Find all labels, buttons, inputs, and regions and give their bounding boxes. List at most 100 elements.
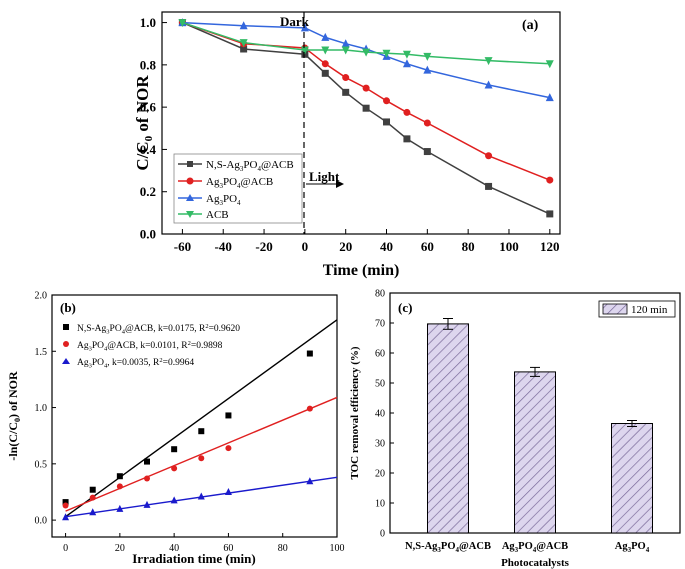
legend-swatch-120min (602, 303, 628, 315)
series-3-point (484, 57, 493, 66)
series-1-point (485, 152, 493, 160)
scatter-1-point (62, 502, 69, 509)
scatter-0-point (144, 458, 150, 465)
panel-c-ytick-label: 80 (375, 289, 385, 300)
panel-a-ytick-label: 0.4 (140, 142, 157, 157)
panel-a-xlabel: Time (min) (323, 262, 400, 279)
series-1-point (342, 74, 350, 82)
panel-b-ytick-label: 0.5 (35, 459, 48, 470)
panel-a-xtick-label: 120 (540, 239, 560, 254)
panel-a-ytick-label: 0.0 (140, 227, 156, 242)
scatter-1-point (225, 445, 232, 452)
toc-bar (427, 323, 469, 534)
series-3-point (362, 48, 371, 57)
legend-label-acb: ACB (206, 209, 229, 221)
panel-a-xtick-label: 60 (421, 239, 434, 254)
panel-a-ytick-label: 0.2 (140, 184, 156, 199)
series-1-point (321, 60, 329, 68)
panel-c-ytick-label: 40 (375, 409, 385, 420)
legend-label-nsag: N,S-Ag3PO4@ACB (206, 159, 294, 173)
series-3-point (178, 19, 187, 28)
series-3-point (382, 49, 391, 58)
panel-a-label: (a) (522, 18, 539, 33)
series-3-point (321, 46, 330, 55)
series-0-point (240, 45, 248, 53)
panel-b-legend: N,S-Ag3PO4@ACB, k=0.0175, R2=0.9620 Ag3P… (62, 323, 240, 370)
scatter-0-point (225, 412, 232, 419)
scatter-0-point (306, 350, 313, 357)
series-0-point (383, 118, 391, 126)
series-1-point (383, 97, 391, 105)
panel-a-ytick-label: 0.6 (140, 100, 157, 115)
series-0-point (342, 88, 350, 96)
series-1-point (423, 119, 431, 127)
panel-c-ytick-label: 10 (375, 499, 385, 510)
panel-a-ytick-label: 1.0 (140, 15, 156, 30)
legend-marker-nsag (187, 161, 193, 167)
legend-label-ag: Ag3PO4 (206, 193, 241, 207)
series-3-point (402, 50, 411, 59)
scatter-2-point (306, 477, 314, 485)
bar-category-nsag: N,S-Ag3PO4@ACB (405, 541, 491, 554)
scatter-0-point (198, 428, 205, 435)
panel-b-label: (b) (60, 300, 76, 315)
legend-marker-acb (186, 211, 194, 218)
scatter-0-point (171, 446, 178, 453)
series-0-point (403, 135, 411, 143)
series-2-point (545, 93, 554, 102)
panel-a-xtick-label: 100 (499, 239, 519, 254)
scatter-2-point (89, 508, 97, 516)
panel-b-frame (51, 294, 338, 538)
panel-b-ytick-label: 1.0 (35, 403, 48, 414)
series-2-point (484, 80, 493, 89)
panel-a-xtick-label: 20 (339, 239, 352, 254)
scatter-2-point (116, 504, 124, 512)
series-0-point (546, 210, 554, 218)
panel-a-xtick-label: -40 (215, 239, 232, 254)
panel-c-plot (427, 318, 653, 534)
series-3-point (300, 46, 309, 55)
series-3-point (239, 39, 248, 48)
legend-marker-b-ag (62, 358, 70, 364)
panel-c-xlabel: Photocatalysts (501, 557, 570, 569)
series-2-point (300, 23, 309, 32)
scatter-0-point (116, 473, 123, 480)
scatter-1-point (171, 465, 178, 472)
panel-a-xtick-label: -20 (255, 239, 272, 254)
panel-c-legend: 120 min (598, 300, 676, 318)
legend-label-b-ag: Ag3PO4, k=0.0035, R2=0.9964 (77, 357, 194, 370)
legend-marker-agacb (186, 177, 194, 185)
panel-b: 0 20 40 60 80 100 0.0 0.5 1.0 1.5 2.0 (b) Irradiat… (6, 291, 345, 567)
scatter-2-point (224, 487, 232, 495)
panel-b-xtick-label: 60 (223, 543, 233, 554)
scatter-1-point (144, 475, 150, 482)
series-0-point (321, 69, 329, 77)
scatter-1-point (89, 494, 96, 501)
fit-line-0 (65, 319, 338, 518)
series-3-point (545, 60, 554, 69)
series-0-point (423, 148, 431, 156)
panel-b-ticks: 0 20 40 60 80 100 0.0 0.5 1.0 1.5 2.0 (35, 291, 345, 555)
panel-c-ytick-label: 50 (375, 379, 385, 390)
legend-label-b-agacb: Ag3PO4@ACB, k=0.0101, R2=0.9898 (77, 340, 223, 353)
panel-b-xtick-label: 80 (278, 543, 288, 554)
legend-marker-b-agacb (63, 341, 69, 347)
panel-a: -60 -40 -20 0 20 40 60 80 100 120 0.0 0.2 0.4 0.6 0.8 1… (133, 11, 561, 279)
scatter-1-point (198, 455, 205, 462)
panel-a-frame (161, 11, 561, 235)
panel-c-ytick-label: 60 (375, 349, 385, 360)
panel-b-ytick-label: 2.0 (35, 291, 48, 302)
scatter-1-point (116, 483, 123, 490)
light-annotation: Light (309, 169, 340, 184)
panel-c-ticks: 0 10 20 30 40 50 60 70 80 (375, 289, 633, 540)
panel-c-ytick-label: 0 (380, 529, 385, 540)
series-3-point (341, 46, 350, 55)
panel-a-xtick-label: 80 (462, 239, 475, 254)
scatter-2-point (62, 513, 70, 521)
panel-b-xtick-label: 0 (63, 543, 68, 554)
scatter-0-point (62, 499, 69, 506)
fit-line-1 (65, 396, 338, 512)
panel-b-ylabel: -ln(C/C0) of NOR (6, 371, 22, 461)
panel-c-ytick-label: 30 (375, 439, 385, 450)
series-2-point (239, 21, 248, 30)
